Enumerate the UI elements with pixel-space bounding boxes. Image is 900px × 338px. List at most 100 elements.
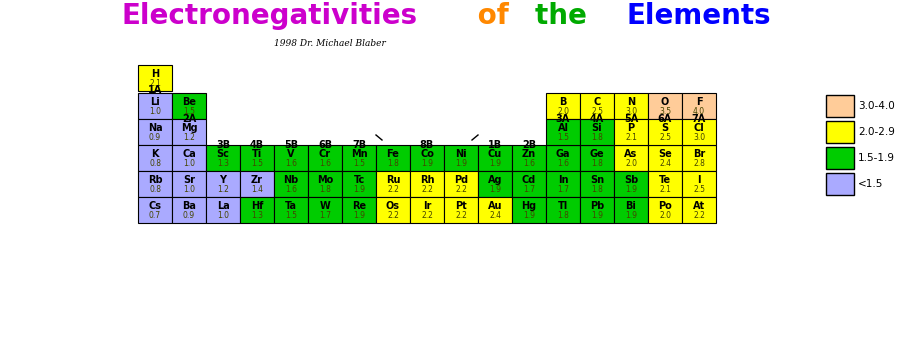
Bar: [826, 147, 854, 169]
Text: 2.1: 2.1: [149, 79, 161, 89]
Bar: [546, 197, 580, 223]
Text: 2.2: 2.2: [421, 186, 433, 194]
Text: 1.5: 1.5: [353, 160, 365, 169]
Bar: [478, 197, 512, 223]
Text: Co: Co: [420, 149, 434, 159]
Text: 2.5: 2.5: [591, 107, 603, 117]
Text: 2.8: 2.8: [693, 160, 705, 169]
Bar: [240, 197, 274, 223]
Bar: [308, 171, 342, 197]
Bar: [512, 145, 546, 171]
Bar: [648, 197, 682, 223]
Bar: [138, 65, 172, 91]
Bar: [410, 145, 444, 171]
Text: Ta: Ta: [285, 201, 297, 211]
Bar: [240, 171, 274, 197]
Text: Si: Si: [591, 123, 602, 133]
Text: Na: Na: [148, 123, 162, 133]
Text: 0.8: 0.8: [149, 160, 161, 169]
Text: Cd: Cd: [522, 175, 536, 185]
Text: 1.4: 1.4: [251, 186, 263, 194]
Text: Bi: Bi: [626, 201, 636, 211]
Text: Rb: Rb: [148, 175, 162, 185]
Bar: [342, 171, 376, 197]
Text: 2.0: 2.0: [659, 212, 671, 220]
Text: At: At: [693, 201, 705, 211]
Bar: [138, 171, 172, 197]
Bar: [614, 197, 648, 223]
Bar: [682, 119, 716, 145]
Text: Se: Se: [658, 149, 672, 159]
Text: 1.6: 1.6: [285, 186, 297, 194]
Text: 3A: 3A: [556, 114, 570, 124]
Text: 3.0-4.0: 3.0-4.0: [858, 101, 895, 111]
Text: Mg: Mg: [181, 123, 197, 133]
Text: 2.4: 2.4: [659, 160, 671, 169]
Text: Cu: Cu: [488, 149, 502, 159]
Text: Sc: Sc: [217, 149, 230, 159]
Text: 1.6: 1.6: [285, 160, 297, 169]
Text: 1A: 1A: [148, 85, 162, 95]
Bar: [342, 197, 376, 223]
Text: 6B: 6B: [318, 140, 332, 150]
Text: Elements: Elements: [626, 2, 771, 30]
Text: Ru: Ru: [386, 175, 400, 185]
Text: Os: Os: [386, 201, 400, 211]
Bar: [138, 93, 172, 119]
Text: 1.8: 1.8: [591, 134, 603, 143]
Bar: [274, 145, 308, 171]
Text: 2.4: 2.4: [489, 212, 501, 220]
Text: 1.0: 1.0: [183, 186, 195, 194]
Bar: [410, 197, 444, 223]
Text: 1.9: 1.9: [523, 212, 535, 220]
Text: H: H: [151, 69, 159, 79]
Text: 2.2: 2.2: [693, 212, 705, 220]
Bar: [580, 119, 614, 145]
Text: 1.2: 1.2: [217, 186, 229, 194]
Text: 3.5: 3.5: [659, 107, 671, 117]
Text: 4.0: 4.0: [693, 107, 705, 117]
Text: Zr: Zr: [251, 175, 263, 185]
Bar: [308, 197, 342, 223]
Text: 1.0: 1.0: [183, 160, 195, 169]
Text: 2.5: 2.5: [693, 186, 705, 194]
Text: Y: Y: [220, 175, 227, 185]
Text: S: S: [662, 123, 669, 133]
Text: Pt: Pt: [455, 201, 467, 211]
Text: Electronegativities: Electronegativities: [122, 2, 418, 30]
Bar: [648, 93, 682, 119]
Text: N: N: [627, 97, 635, 107]
Bar: [512, 197, 546, 223]
Text: 1.8: 1.8: [320, 186, 331, 194]
Text: 1.9: 1.9: [455, 160, 467, 169]
Bar: [206, 171, 240, 197]
Bar: [138, 197, 172, 223]
Text: 2.2: 2.2: [387, 212, 399, 220]
Text: 1.6: 1.6: [523, 160, 535, 169]
Text: 1.7: 1.7: [319, 212, 331, 220]
Text: Tc: Tc: [354, 175, 364, 185]
Bar: [682, 145, 716, 171]
Text: 1.5: 1.5: [183, 107, 195, 117]
Text: 1.9: 1.9: [489, 160, 501, 169]
Text: 1.5: 1.5: [251, 160, 263, 169]
Text: 2.2: 2.2: [421, 212, 433, 220]
Bar: [648, 145, 682, 171]
Bar: [826, 95, 854, 117]
Bar: [172, 197, 206, 223]
Bar: [172, 145, 206, 171]
Bar: [580, 197, 614, 223]
Text: O: O: [661, 97, 669, 107]
Text: W: W: [320, 201, 330, 211]
Bar: [826, 121, 854, 143]
Text: As: As: [625, 149, 637, 159]
Text: 1.9: 1.9: [489, 186, 501, 194]
Text: La: La: [217, 201, 230, 211]
Text: 1.8: 1.8: [591, 160, 603, 169]
Bar: [614, 93, 648, 119]
Text: 8B: 8B: [420, 140, 434, 150]
Text: Ir: Ir: [423, 201, 431, 211]
Text: Tl: Tl: [558, 201, 568, 211]
Bar: [682, 197, 716, 223]
Text: 1.3: 1.3: [251, 212, 263, 220]
